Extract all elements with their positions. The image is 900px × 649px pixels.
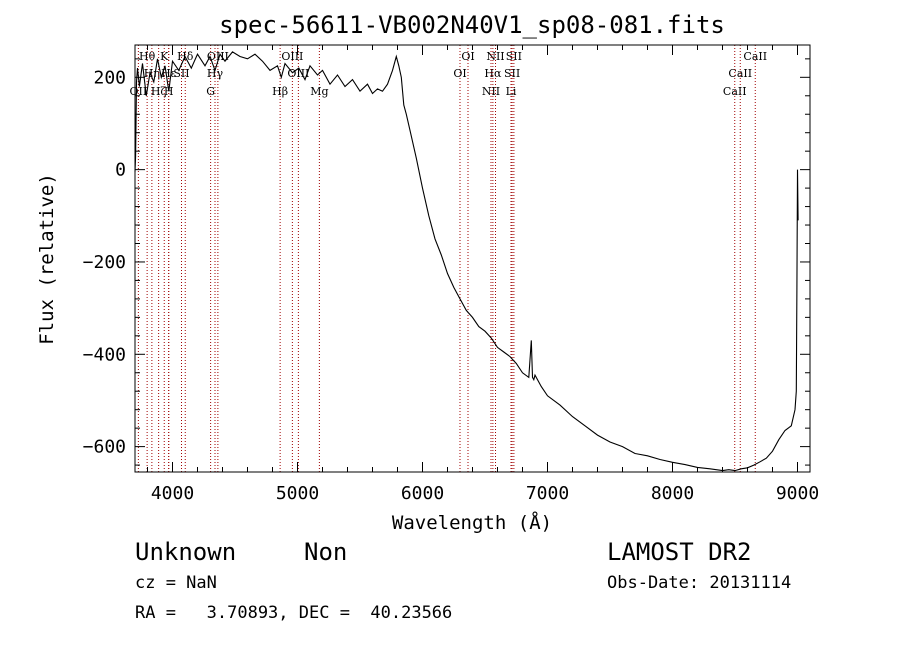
line-label-15: Mg bbox=[310, 85, 328, 98]
coordinates: RA = 3.70893, DEC = 40.23566 bbox=[135, 603, 453, 623]
subclass-label: Non bbox=[304, 538, 348, 566]
cz-value: cz = NaN bbox=[135, 573, 217, 593]
x-tick-label-4: 8000 bbox=[651, 483, 694, 504]
chart-title: spec-56611-VB002N40V1_sp08-081.fits bbox=[219, 11, 725, 39]
line-label-16: OI bbox=[461, 50, 474, 63]
line-label-22: SII bbox=[504, 67, 520, 80]
survey-label: LAMOST DR2 bbox=[607, 538, 752, 566]
plot-frame bbox=[134, 44, 811, 473]
y-axis: −600 −400 −200 0 200 bbox=[83, 58, 810, 466]
line-label-10: G bbox=[206, 85, 215, 98]
class-label: Unknown bbox=[135, 538, 237, 566]
line-label-1: OII bbox=[130, 85, 148, 98]
x-tick-label-3: 7000 bbox=[526, 483, 569, 504]
line-label-5: H bbox=[164, 85, 174, 98]
y-tick-label-1: −400 bbox=[83, 344, 126, 365]
line-label-17: OI bbox=[453, 67, 466, 80]
line-label-6: Hε bbox=[161, 67, 177, 80]
line-label-4: K bbox=[160, 50, 169, 63]
line-label-25: CaII bbox=[728, 67, 752, 80]
x-axis-label: Wavelength (Å) bbox=[392, 511, 552, 534]
line-label-20: NII bbox=[482, 85, 500, 98]
y-axis-label: Flux (relative) bbox=[36, 173, 58, 345]
x-tick-label-1: 5000 bbox=[276, 483, 319, 504]
y-tick-label-0: −600 bbox=[83, 437, 126, 458]
line-label-23: Li bbox=[506, 85, 517, 98]
x-axis: 4000 5000 6000 7000 8000 9000 bbox=[147, 45, 819, 504]
line-label-11: Hγ bbox=[207, 67, 224, 80]
line-label-21: SII bbox=[506, 50, 522, 63]
y-tick-label-4: 200 bbox=[93, 67, 126, 88]
x-tick-label-2: 6000 bbox=[401, 483, 444, 504]
line-label-26: CaII bbox=[723, 85, 747, 98]
line-label-24: CaII bbox=[743, 50, 767, 63]
line-label-3: Hζ bbox=[151, 85, 167, 98]
x-tick-label-5: 9000 bbox=[776, 483, 819, 504]
line-label-19: Hα bbox=[484, 67, 502, 80]
line-label-14: Hβ bbox=[272, 85, 288, 98]
obs-date: Obs-Date: 20131114 bbox=[607, 573, 792, 593]
line-label-8: SII bbox=[173, 67, 189, 80]
line-label-12: OIII bbox=[281, 50, 303, 63]
spectrum-series bbox=[134, 51, 799, 472]
line-label-18: NII bbox=[486, 50, 504, 63]
x-tick-label-0: 4000 bbox=[151, 483, 194, 504]
y-tick-label-3: 0 bbox=[115, 160, 126, 181]
line-label-0: Hθ bbox=[139, 50, 156, 63]
y-tick-label-2: −200 bbox=[83, 252, 126, 273]
